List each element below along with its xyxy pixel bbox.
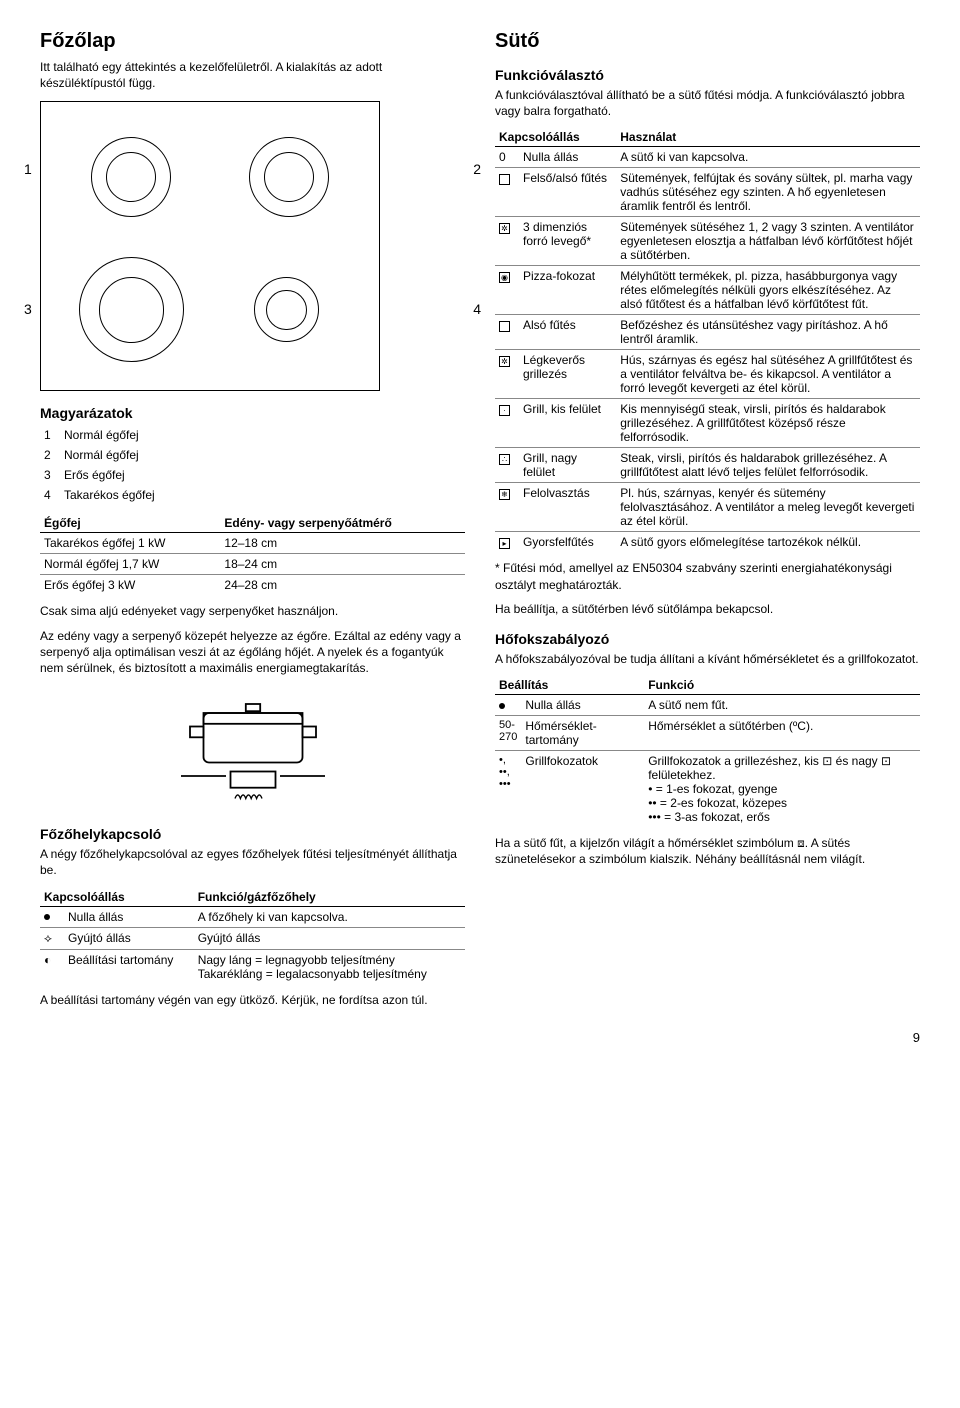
switch-note: A beállítási tartomány végén van egy ütk… xyxy=(40,992,465,1008)
switch-title: Főzőhelykapcsoló xyxy=(40,826,465,842)
burner-size-table: ÉgőfejEdény- vagy serpenyőátmérő Takarék… xyxy=(40,513,465,595)
fs-intro: A funkcióválasztóval állítható be a sütő… xyxy=(495,87,920,119)
diagram-label-1: 1 xyxy=(24,161,32,177)
hob-title: Főzőlap xyxy=(40,30,465,53)
switch-intro: A négy főzőhelykapcsolóval az egyes főző… xyxy=(40,846,465,878)
hob-intro: Itt található egy áttekintés a kezelőfel… xyxy=(40,59,465,91)
pot-diagram xyxy=(163,686,343,812)
page-number: 9 xyxy=(40,1030,920,1045)
oven-title: Sütő xyxy=(495,30,920,53)
temp-table: BeállításFunkció Nulla állásA sütő nem f… xyxy=(495,675,920,827)
hob-diagram xyxy=(40,101,380,391)
legend-table: 1Normál égőfej 2Normál égőfej 3Erős égőf… xyxy=(40,425,465,505)
hob-note1: Csak sima aljú edényeket vagy serpenyőke… xyxy=(40,603,465,619)
func-footnote: * Fűtési mód, amellyel az EN50304 szabvá… xyxy=(495,560,920,592)
temp-intro: A hőfokszabályozóval be tudja állítani a… xyxy=(495,651,920,667)
legend-title: Magyarázatok xyxy=(40,405,465,421)
temp-title: Hőfokszabályozó xyxy=(495,631,920,647)
switch-table: KapcsolóállásFunkció/gázfőzőhely Nulla á… xyxy=(40,887,465,984)
fs-title: Funkcióválasztó xyxy=(495,67,920,83)
lamp-note: Ha beállítja, a sütőtérben lévő sütőlámp… xyxy=(495,601,920,617)
hob-note2: Az edény vagy a serpenyő közepét helyezz… xyxy=(40,628,465,677)
diagram-label-2: 2 xyxy=(473,161,481,177)
temp-footnote: Ha a sütő fűt, a kijelzőn világít a hőmé… xyxy=(495,835,920,867)
diagram-label-3: 3 xyxy=(24,301,32,317)
diagram-label-4: 4 xyxy=(473,301,481,317)
function-table: KapcsolóállásHasználat 0Nulla állásA süt… xyxy=(495,127,920,552)
